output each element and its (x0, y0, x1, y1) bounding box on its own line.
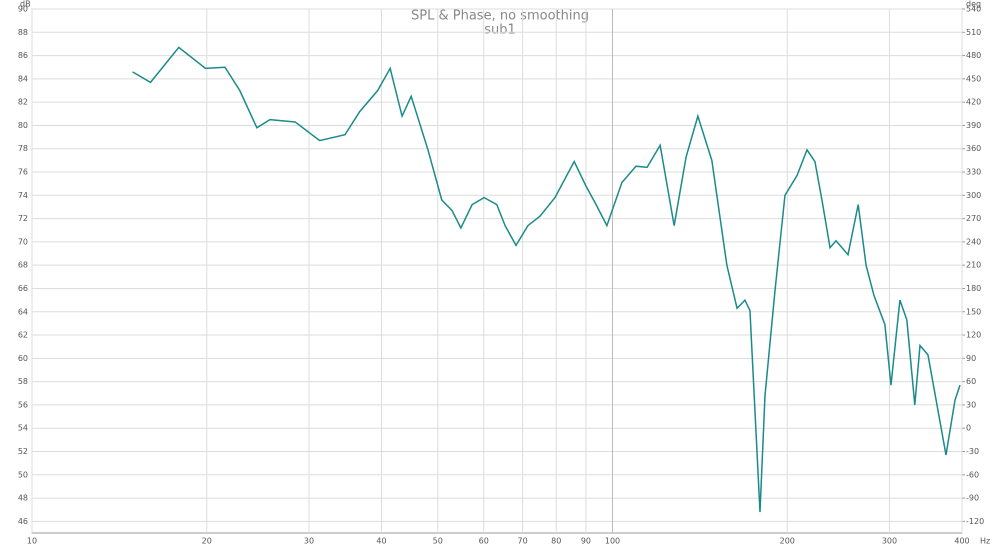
y2-tick-label: 60 (966, 377, 976, 386)
y-tick-label: 66 (18, 284, 28, 293)
y2-tick-label: 300 (966, 191, 981, 200)
y-tick-label: 54 (18, 424, 28, 433)
x-tick-label: 30 (304, 537, 314, 546)
y-tick-label: 82 (18, 98, 28, 107)
x-tick-label: 200 (780, 537, 795, 546)
x-tick-label: 20 (202, 537, 212, 546)
x-tick-label: 50 (433, 537, 443, 546)
plot-frame (31, 8, 963, 534)
x-tick-label: 70 (517, 537, 527, 546)
y-tick-label: 88 (18, 28, 28, 37)
y-tick-label: 84 (18, 74, 28, 83)
y2-tick-label: -60 (966, 470, 979, 479)
x-tick-label: 100 (605, 537, 620, 546)
y2-tick-label: 480 (966, 51, 981, 60)
chart-title: SPL & Phase, no smoothing (411, 9, 589, 24)
y2-tick-label: 210 (966, 261, 981, 270)
y2-tick-label: 120 (966, 331, 981, 340)
y-tick-label: 74 (18, 191, 28, 200)
y-tick-label: 86 (18, 51, 28, 60)
y-tick-label: 70 (18, 237, 28, 246)
y-tick-label: 90 (18, 5, 28, 14)
y-tick-label: 50 (18, 470, 28, 479)
chart-subtitle: sub1 (484, 23, 516, 38)
data-line (132, 46, 961, 513)
y2-tick-label: 330 (966, 168, 981, 177)
y2-tick-label: 540 (966, 5, 981, 14)
x-tick-label: 80 (551, 537, 561, 546)
y-axis-unit: dB (20, 0, 31, 9)
y-tick-label: 62 (18, 331, 28, 340)
y2-tick-label: 0 (966, 424, 971, 433)
x-tick-label: 300 (882, 537, 897, 546)
y-tick-label: 56 (18, 400, 28, 409)
y-tick-label: 72 (18, 214, 28, 223)
x-tick-label: 60 (479, 537, 489, 546)
y2-tick-label: 450 (966, 74, 981, 83)
y-tick-label: 48 (18, 494, 28, 503)
x-tick-label: 90 (581, 537, 591, 546)
y-tick-label: 76 (18, 168, 28, 177)
y2-tick-label: 30 (966, 400, 976, 409)
y-tick-label: 68 (18, 261, 28, 270)
y2-tick-label: 510 (966, 28, 981, 37)
y2-axis-unit: deg (966, 0, 981, 9)
y-tick-label: 80 (18, 121, 28, 130)
y-tick-label: 60 (18, 354, 28, 363)
y-tick-label: 78 (18, 144, 28, 153)
y2-tick-label: -90 (966, 494, 979, 503)
y-tick-label: 58 (18, 377, 28, 386)
x-tick-label: 40 (376, 537, 386, 546)
x-tick-label: 10 (27, 537, 37, 546)
y-tick-label: 46 (18, 517, 28, 526)
y2-tick-label: 180 (966, 284, 981, 293)
y2-tick-label: -120 (966, 517, 984, 526)
y2-tick-label: 270 (966, 214, 981, 223)
y-tick-label: 52 (18, 447, 28, 456)
x-tick-label: 400 (954, 537, 969, 546)
y2-tick-label: 150 (966, 307, 981, 316)
y2-tick-label: 360 (966, 144, 981, 153)
x-axis-unit: Hz (980, 537, 990, 546)
y2-tick-label: -30 (966, 447, 979, 456)
y-tick-label: 64 (18, 307, 28, 316)
y2-tick-label: 420 (966, 98, 981, 107)
y2-tick-label: 240 (966, 237, 981, 246)
y2-tick-label: 390 (966, 121, 981, 130)
y2-tick-label: 90 (966, 354, 976, 363)
